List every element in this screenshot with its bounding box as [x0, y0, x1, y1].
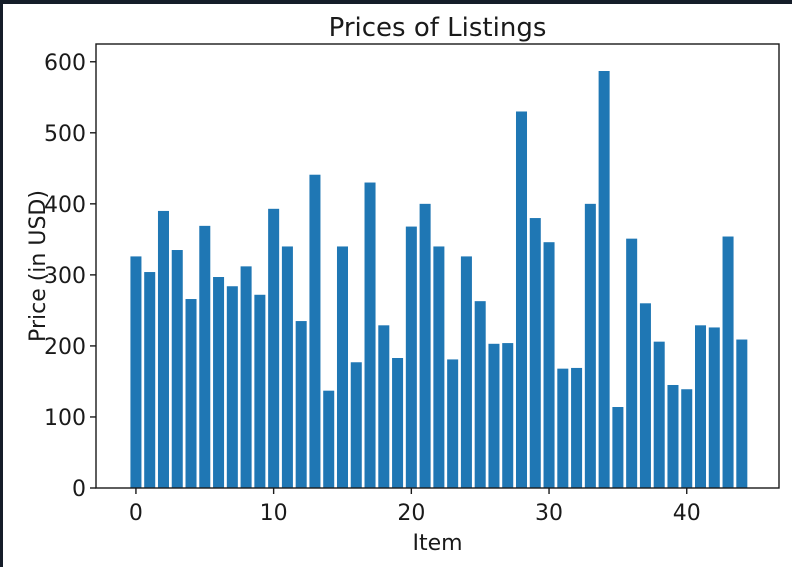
- bar: [336, 246, 348, 488]
- bar: [144, 272, 156, 488]
- bar: [695, 325, 707, 488]
- bar: [419, 203, 431, 488]
- bar: [240, 266, 252, 488]
- bar: [653, 341, 665, 488]
- bar: [543, 242, 555, 488]
- y-tick-label: 200: [44, 335, 86, 360]
- chart-title: Prices of Listings: [329, 13, 547, 43]
- bar: [571, 367, 583, 488]
- x-tick-label: 10: [260, 501, 288, 526]
- x-axis-ticks: 0 10 20 30 40: [129, 488, 701, 526]
- bar: [392, 358, 404, 488]
- bar: [350, 362, 362, 488]
- y-tick-label: 500: [44, 122, 86, 147]
- bar: [708, 327, 720, 488]
- bar: [529, 218, 541, 489]
- y-tick-label: 300: [44, 264, 86, 289]
- y-axis-label: Price (in USD): [26, 190, 51, 342]
- bar: [598, 71, 610, 488]
- bar: [295, 321, 307, 488]
- bar: [378, 325, 390, 488]
- bar: [557, 368, 569, 488]
- y-tick-label: 100: [44, 406, 86, 431]
- bar: [667, 384, 679, 488]
- bar: [254, 294, 266, 488]
- bar: [584, 203, 596, 488]
- bar: [722, 236, 734, 488]
- bar: [130, 256, 142, 488]
- bar: [515, 111, 528, 489]
- y-axis-ticks: 0 100 200 300 400 500 600: [44, 51, 96, 502]
- bar: [226, 286, 238, 488]
- y-tick-label: 600: [44, 51, 86, 76]
- y-tick-label: 400: [44, 193, 86, 218]
- x-tick-label: 20: [397, 501, 425, 526]
- x-tick-label: 0: [129, 501, 143, 526]
- bar: [171, 250, 183, 488]
- bar: [281, 246, 293, 488]
- bar: [213, 277, 225, 488]
- x-tick-label: 30: [535, 501, 563, 526]
- bar: [488, 343, 500, 488]
- bar: [405, 226, 417, 488]
- bar: [626, 238, 638, 488]
- bar: [185, 299, 197, 488]
- bar: [157, 210, 169, 488]
- x-axis-label: Item: [412, 531, 462, 556]
- bar: [268, 208, 280, 488]
- bar: [639, 303, 651, 488]
- bar: [199, 225, 211, 489]
- x-tick-label: 40: [673, 501, 701, 526]
- bar: [736, 339, 748, 488]
- bar: [612, 407, 624, 488]
- bar: [323, 390, 335, 488]
- bar: [460, 256, 472, 488]
- bar: [433, 246, 445, 488]
- y-tick-label: 0: [72, 477, 86, 502]
- bars-group: [130, 71, 748, 489]
- bar: [474, 301, 486, 488]
- bar: [502, 343, 514, 488]
- bar: [681, 389, 693, 488]
- bar: [364, 182, 376, 488]
- bar: [447, 359, 459, 488]
- axes-spines: [95, 43, 780, 489]
- bar: [309, 174, 321, 488]
